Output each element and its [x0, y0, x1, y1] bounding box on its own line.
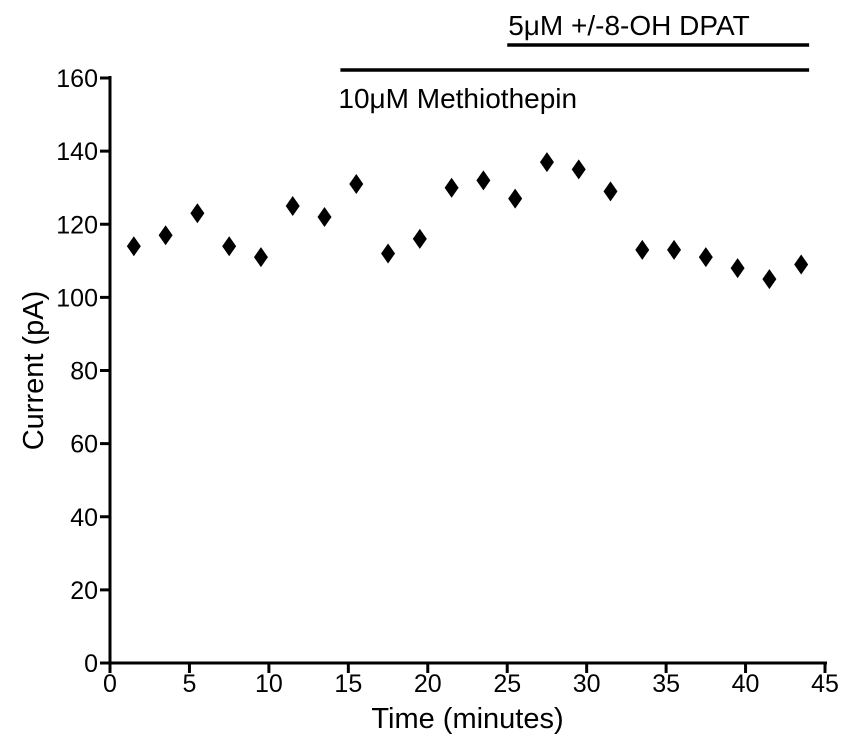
x-tick-label: 35 — [652, 670, 680, 698]
y-tick-label: 20 — [70, 577, 98, 605]
y-tick-label: 120 — [56, 211, 98, 239]
y-tick-label: 160 — [56, 65, 98, 93]
data-point — [190, 203, 205, 224]
x-tick-label: 5 — [182, 670, 196, 698]
data-point — [635, 239, 650, 260]
axes — [108, 76, 827, 665]
y-tick-label: 40 — [70, 504, 98, 532]
x-ticks: 0 5 10 15 20 25 30 35 40 45 — [103, 663, 839, 698]
data-point — [508, 188, 523, 209]
data-point — [539, 152, 554, 173]
data-point — [253, 247, 268, 268]
data-point — [698, 247, 713, 268]
dpat-label: 5μM +/-8-OH DPAT — [508, 10, 749, 41]
data-point — [222, 236, 237, 257]
data-point — [476, 170, 491, 191]
data-point — [285, 195, 300, 216]
data-point — [317, 206, 332, 227]
data-point — [730, 258, 745, 279]
data-point — [158, 225, 173, 246]
x-axis-title: Time (minutes) — [371, 703, 563, 735]
x-tick-label: 10 — [255, 670, 283, 698]
y-ticks: 0 20 40 60 80 100 120 140 160 — [56, 65, 110, 678]
data-point — [381, 243, 396, 264]
y-tick-label: 100 — [56, 284, 98, 312]
data-point — [794, 254, 809, 275]
data-point — [126, 236, 141, 257]
x-tick-label: 40 — [732, 670, 760, 698]
x-tick-label: 30 — [573, 670, 601, 698]
y-tick-label: 80 — [70, 358, 98, 386]
x-tick-label: 45 — [811, 670, 839, 698]
data-point — [571, 159, 586, 180]
data-point — [762, 269, 777, 290]
data-point — [412, 228, 427, 249]
x-tick-label: 25 — [493, 670, 521, 698]
x-tick-label: 0 — [103, 670, 117, 698]
y-tick-label: 140 — [56, 138, 98, 166]
data-point — [667, 239, 682, 260]
data-point — [603, 181, 618, 202]
treatment-annotations: 5μM +/-8-OH DPAT 10μM Methiothepin — [338, 10, 810, 114]
data-points — [126, 152, 809, 290]
x-tick-label: 20 — [414, 670, 442, 698]
y-axis-title: Current (pA) — [18, 291, 50, 451]
data-point — [349, 174, 364, 195]
y-tick-label: 60 — [70, 431, 98, 459]
data-point — [444, 177, 459, 198]
methiothepin-label: 10μM Methiothepin — [338, 83, 577, 114]
x-tick-label: 15 — [334, 670, 362, 698]
y-tick-label: 0 — [84, 650, 98, 678]
